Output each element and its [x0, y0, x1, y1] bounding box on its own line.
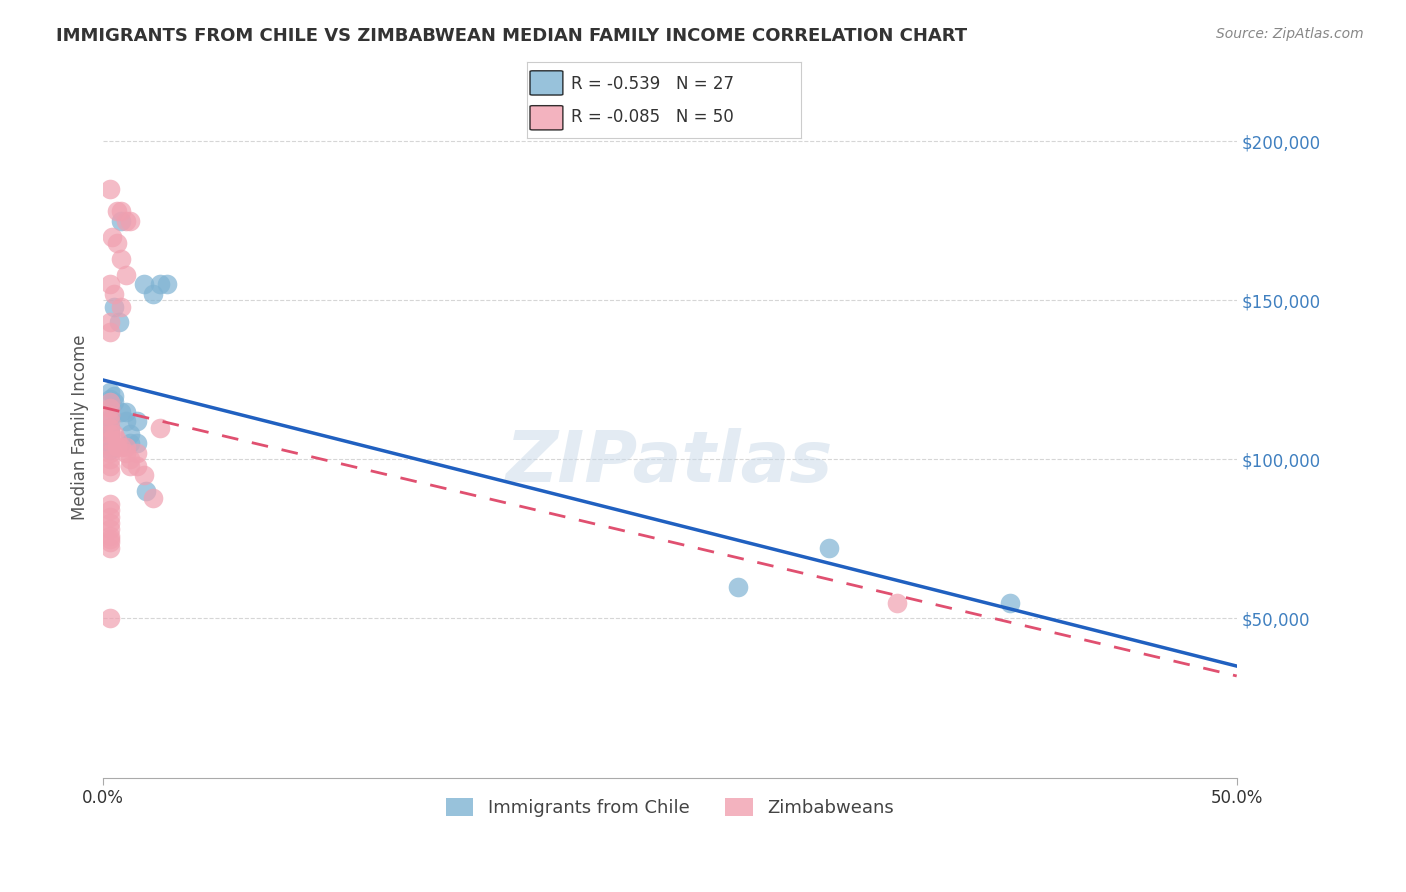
Text: ZIPatlas: ZIPatlas — [506, 428, 834, 497]
Point — [103, 395, 125, 409]
Point — [98, 392, 121, 406]
Point — [114, 440, 136, 454]
Point — [98, 411, 121, 425]
Point — [98, 401, 121, 416]
Point — [120, 458, 142, 473]
Point — [98, 446, 121, 460]
Y-axis label: Median Family Income: Median Family Income — [72, 334, 89, 520]
Point — [98, 316, 121, 330]
Point — [98, 436, 121, 450]
Point — [110, 440, 132, 454]
Point — [105, 440, 128, 454]
Point — [98, 385, 121, 400]
Point — [149, 420, 172, 434]
Point — [127, 458, 149, 473]
Point — [98, 529, 121, 543]
Text: Source: ZipAtlas.com: Source: ZipAtlas.com — [1216, 27, 1364, 41]
Point — [120, 436, 142, 450]
Point — [105, 434, 128, 448]
Point — [108, 316, 131, 330]
Point — [120, 452, 142, 467]
Point — [110, 300, 132, 314]
Point — [727, 580, 749, 594]
Text: R = -0.539   N = 27: R = -0.539 N = 27 — [571, 75, 734, 93]
Point — [98, 452, 121, 467]
Point — [149, 277, 172, 292]
Point — [98, 182, 121, 196]
FancyBboxPatch shape — [530, 70, 562, 95]
Point — [132, 468, 155, 483]
Point — [105, 204, 128, 219]
Point — [114, 213, 136, 227]
Point — [98, 440, 121, 454]
Point — [127, 414, 149, 428]
Point — [98, 509, 121, 524]
Point — [105, 235, 128, 250]
Point — [98, 277, 121, 292]
Point — [110, 252, 132, 266]
Point — [142, 491, 165, 505]
Point — [101, 229, 124, 244]
Point — [103, 426, 125, 441]
Point — [98, 516, 121, 530]
Point — [98, 611, 121, 625]
Point — [98, 325, 121, 339]
Point — [998, 595, 1021, 609]
Point — [142, 286, 165, 301]
Point — [98, 522, 121, 536]
Point — [98, 420, 121, 434]
Point — [114, 414, 136, 428]
Point — [120, 213, 142, 227]
Point — [132, 277, 155, 292]
Point — [98, 458, 121, 473]
Point — [110, 404, 132, 418]
Point — [98, 414, 121, 428]
Point — [98, 442, 121, 457]
Point — [886, 595, 908, 609]
Point — [98, 465, 121, 479]
Point — [817, 541, 839, 556]
Point — [98, 503, 121, 517]
Text: R = -0.085   N = 50: R = -0.085 N = 50 — [571, 108, 734, 126]
Point — [155, 277, 177, 292]
Point — [135, 484, 157, 499]
Point — [114, 268, 136, 282]
Point — [98, 408, 121, 422]
Point — [114, 446, 136, 460]
Point — [127, 436, 149, 450]
Point — [98, 395, 121, 409]
Point — [98, 532, 121, 546]
Point — [103, 300, 125, 314]
Point — [110, 213, 132, 227]
FancyBboxPatch shape — [530, 105, 562, 130]
Point — [98, 497, 121, 511]
Point — [127, 446, 149, 460]
Text: IMMIGRANTS FROM CHILE VS ZIMBABWEAN MEDIAN FAMILY INCOME CORRELATION CHART: IMMIGRANTS FROM CHILE VS ZIMBABWEAN MEDI… — [56, 27, 967, 45]
Point — [120, 426, 142, 441]
Point — [98, 541, 121, 556]
Point — [114, 404, 136, 418]
Point — [98, 426, 121, 441]
Point — [98, 535, 121, 549]
Legend: Immigrants from Chile, Zimbabweans: Immigrants from Chile, Zimbabweans — [439, 790, 901, 824]
Point — [98, 420, 121, 434]
Point — [103, 389, 125, 403]
Point — [98, 434, 121, 448]
Point — [98, 426, 121, 441]
Point — [103, 286, 125, 301]
Point — [110, 204, 132, 219]
